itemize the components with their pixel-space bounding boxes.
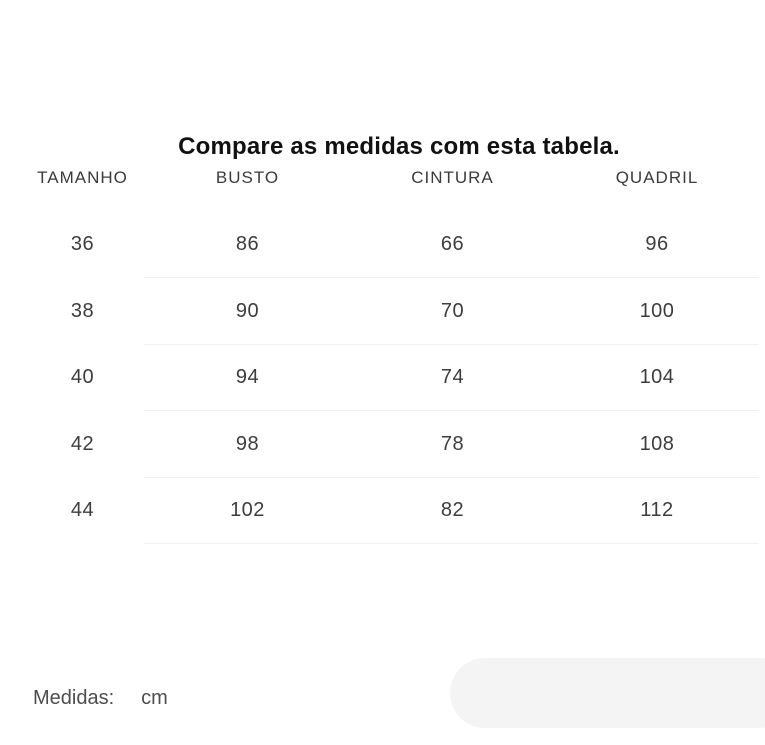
column-header-cintura: CINTURA (411, 168, 494, 188)
size-table: TAMANHO BUSTO CINTURA QUADRIL 36 86 66 9… (0, 145, 739, 544)
table-cell: 112 (640, 499, 674, 522)
table-cell: 42 (70, 432, 95, 455)
table-cell: 102 (230, 499, 265, 522)
row-divider (144, 543, 759, 544)
row-divider (144, 410, 759, 411)
table-cell: 74 (440, 366, 465, 389)
table-cell: 96 (645, 233, 669, 256)
table-cell: 98 (235, 432, 260, 455)
table-cell: 94 (235, 366, 260, 389)
table-cell: 44 (70, 499, 95, 522)
table-cell: 90 (235, 299, 260, 322)
table-cell: 86 (235, 233, 260, 256)
page-title: Compare as medidas com esta tabela. (178, 133, 620, 161)
bottom-right-background-shape (450, 658, 765, 728)
row-divider (144, 343, 759, 345)
row-divider (144, 277, 759, 278)
column-header-quadril: QUADRIL (615, 168, 699, 188)
table-cell: 100 (639, 299, 675, 322)
measurement-unit: cm (141, 687, 168, 709)
row-divider (144, 476, 759, 478)
table-cell: 82 (440, 499, 465, 522)
table-cell: 66 (440, 233, 465, 256)
table-cell: 36 (70, 233, 95, 256)
column-header-busto: BUSTO (215, 168, 280, 188)
table-cell: 38 (70, 299, 95, 322)
table-cell: 78 (440, 432, 465, 455)
table-cell: 40 (70, 366, 95, 389)
measurement-label: Medidas: (33, 687, 115, 709)
measurement-unit-note: Medidas: cm (33, 686, 168, 710)
table-cell: 108 (639, 432, 675, 455)
table-cell: 70 (440, 299, 465, 322)
table-cell: 104 (639, 366, 675, 389)
column-header-tamanho: TAMANHO (37, 168, 128, 188)
